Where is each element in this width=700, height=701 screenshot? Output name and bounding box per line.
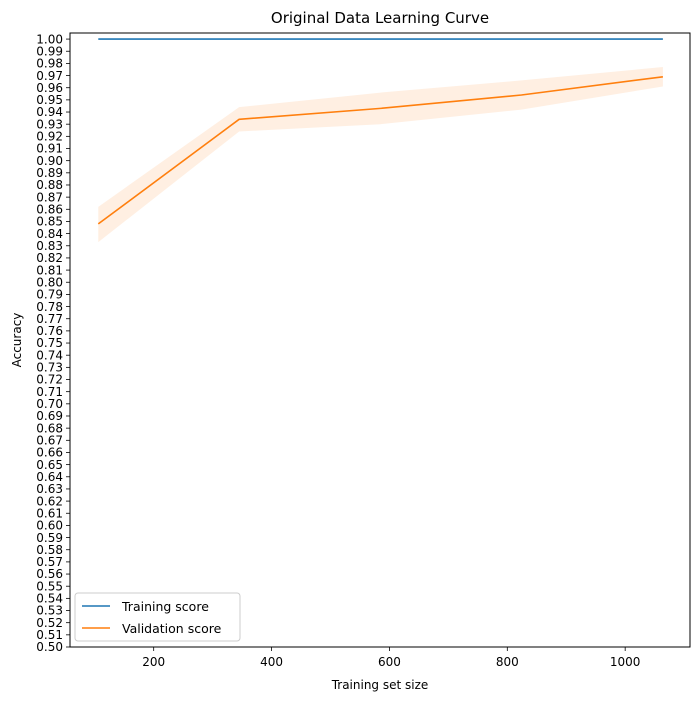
y-tick-label: 0.85 xyxy=(36,215,63,229)
y-tick-label: 0.95 xyxy=(36,93,63,107)
y-tick-label: 0.51 xyxy=(36,628,63,642)
y-tick-label: 0.56 xyxy=(36,567,63,581)
y-tick-label: 0.97 xyxy=(36,69,63,83)
plot-frame xyxy=(69,32,691,648)
y-tick-label: 0.70 xyxy=(36,397,63,411)
series-line-1 xyxy=(97,75,663,225)
y-tick-label: 0.59 xyxy=(36,531,63,545)
y-tick-label: 0.91 xyxy=(36,142,63,156)
y-tick-label: 0.60 xyxy=(36,519,63,533)
y-tick-label: 0.89 xyxy=(36,166,63,180)
y-tick-label: 0.80 xyxy=(36,275,63,289)
y-tick-label: 0.96 xyxy=(36,81,63,95)
y-tick-label: 0.71 xyxy=(36,385,63,399)
chart-title: Original Data Learning Curve xyxy=(271,9,489,27)
x-axis-label: Training set size xyxy=(331,678,429,692)
y-tick-label: 0.92 xyxy=(36,130,63,144)
y-tick-label: 0.67 xyxy=(36,434,63,448)
y-tick-label: 0.77 xyxy=(36,312,63,326)
y-tick-label: 0.86 xyxy=(36,202,63,216)
x-tick-label: 800 xyxy=(496,655,519,669)
y-tick-label: 0.84 xyxy=(36,227,63,241)
y-tick-label: 0.94 xyxy=(36,105,63,119)
y-tick-label: 0.98 xyxy=(36,57,63,71)
x-tick-label: 1000 xyxy=(610,655,641,669)
y-tick-label: 0.93 xyxy=(36,117,63,131)
legend: Training score Validation score xyxy=(74,592,241,642)
y-tick-label: 0.88 xyxy=(36,178,63,192)
y-tick-label: 0.52 xyxy=(36,616,63,630)
y-tick-label: 0.79 xyxy=(36,288,63,302)
y-tick-label: 0.78 xyxy=(36,300,63,314)
std-band-1 xyxy=(98,67,663,243)
y-tick-label: 0.50 xyxy=(36,640,63,654)
y-axis-ticks: 0.500.510.520.530.540.550.560.570.580.59… xyxy=(36,32,70,654)
y-tick-label: 0.53 xyxy=(36,604,63,618)
x-tick-label: 600 xyxy=(378,655,401,669)
y-tick-label: 0.64 xyxy=(36,470,63,484)
x-tick-label: 400 xyxy=(260,655,283,669)
x-axis-ticks: 200 400 600 800 1000 xyxy=(142,647,640,669)
y-tick-label: 0.87 xyxy=(36,190,63,204)
y-tick-label: 0.73 xyxy=(36,361,63,375)
y-tick-label: 0.62 xyxy=(36,494,63,508)
y-tick-label: 0.68 xyxy=(36,421,63,435)
y-tick-label: 0.72 xyxy=(36,373,63,387)
y-tick-label: 0.63 xyxy=(36,482,63,496)
y-tick-label: 0.74 xyxy=(36,348,63,362)
y-tick-label: 0.58 xyxy=(36,543,63,557)
y-tick-label: 0.83 xyxy=(36,239,63,253)
y-tick-label: 0.82 xyxy=(36,251,63,265)
y-tick-label: 0.55 xyxy=(36,579,63,593)
y-tick-label: 0.75 xyxy=(36,336,63,350)
y-tick-label: 0.65 xyxy=(36,458,63,472)
y-tick-label: 0.54 xyxy=(36,592,63,606)
y-tick-label: 0.99 xyxy=(36,44,63,58)
y-tick-label: 0.57 xyxy=(36,555,63,569)
legend-label-training: Training score xyxy=(121,599,209,614)
y-tick-label: 0.69 xyxy=(36,409,63,423)
y-tick-label: 0.81 xyxy=(36,263,63,277)
y-tick-label: 1.00 xyxy=(36,32,63,46)
y-tick-label: 0.66 xyxy=(36,446,63,460)
x-tick-label: 200 xyxy=(142,655,165,669)
y-axis-label: Accuracy xyxy=(10,313,24,368)
y-tick-label: 0.90 xyxy=(36,154,63,168)
plot-area xyxy=(97,38,663,243)
legend-box xyxy=(74,592,241,642)
y-tick-label: 0.76 xyxy=(36,324,63,338)
legend-label-validation: Validation score xyxy=(122,621,222,636)
y-tick-label: 0.61 xyxy=(36,506,63,520)
